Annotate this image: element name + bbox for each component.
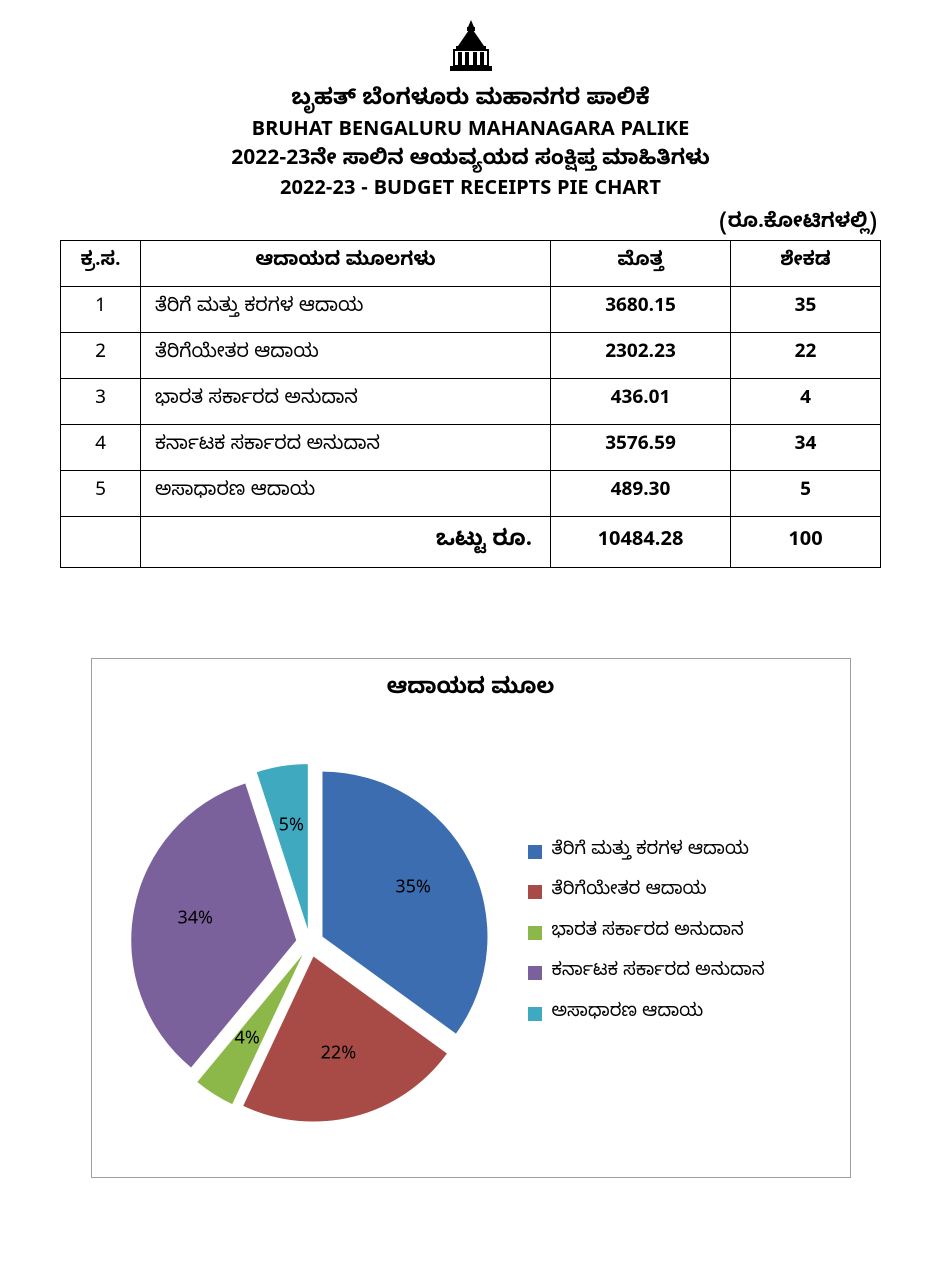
cell-source: ಕರ್ನಾಟಕ ಸರ್ಕಾರದ ಅನುದಾನ [141,425,551,471]
table-row: 4ಕರ್ನಾಟಕ ಸರ್ಕಾರದ ಅನುದಾನ3576.5934 [61,425,881,471]
cell-sn-empty [61,517,141,568]
cell-source: ತೆರಿಗೆ ಮತ್ತು ಕರಗಳ ಆದಾಯ [141,287,551,333]
legend-swatch [528,966,542,980]
unit-note: (ರೂ.ಕೋಟಿಗಳಲ್ಲಿ) [60,211,877,238]
table-total-row: ಒಟ್ಟು ರೂ.10484.28100 [61,517,881,568]
chart-card: ಆದಾಯದ ಮೂಲ 35% 22% 4% 34% 5% ತೆರಿಗೆ ಮತ್ತು ಕರಗ… [91,658,851,1178]
legend-item: ತೆರಿಗೆ ಮತ್ತು ಕರಗಳ ಆದಾಯ [528,841,832,864]
pie-slice-label: 34% [177,909,213,934]
title-kn: ಬೃಹತ್ ಬೆಂಗಳೂರು ಮಹಾನಗರ ಪಾಲಿಕೆ [60,87,881,117]
pie-slice-label: 5% [279,816,304,841]
table-row: 3ಭಾರತ ಸರ್ಕಾರದ ಅನುದಾನ436.014 [61,379,881,425]
col-source: ಆದಾಯದ ಮೂಲಗಳು [141,241,551,287]
pie-wrap: 35% 22% 4% 34% 5% [110,723,510,1143]
table-row: 5ಅಸಾಧಾರಣ ಆದಾಯ489.305 [61,471,881,517]
cell-amount: 436.01 [551,379,731,425]
pie-slice-label: 35% [395,878,431,903]
cell-source: ಭಾರತ ಸರ್ಕಾರದ ಅನುದಾನ [141,379,551,425]
cell-amount: 3680.15 [551,287,731,333]
subtitle-en: 2022-23 - BUDGET RECEIPTS PIE CHART [60,178,881,205]
chart-body: 35%22%4%34%5% ತೆರಿಗೆ ಮತ್ತು ಕರಗಳ ಆದಾಯತೆರಿ… [110,705,832,1161]
table-row: 1ತೆರಿಗೆ ಮತ್ತು ಕರಗಳ ಆದಾಯ3680.1535 [61,287,881,333]
title-en: BRUHAT BENGALURU MAHANAGARA PALIKE [60,119,881,146]
cell-sn: 5 [61,471,141,517]
cell-total-percent: 100 [731,517,881,568]
table-row: 2ತೆರಿಗೆಯೇತರ ಆದಾಯ2302.2322 [61,333,881,379]
legend-label: ತೆರಿಗೆ ಮತ್ತು ಕರಗಳ ಆದಾಯ [552,841,749,864]
legend-swatch [528,885,542,899]
cell-sn: 3 [61,379,141,425]
cell-total-amount: 10484.28 [551,517,731,568]
cell-source: ಅಸಾಧಾರಣ ಆದಾಯ [141,471,551,517]
pie-slice-label: 4% [235,1029,260,1054]
subtitle-kn: 2022-23ನೇ ಸಾಲಿನ ಆಯವ್ಯಯದ ಸಂಕ್ಷಿಪ್ತ ಮಾಹಿತಿ… [60,148,881,176]
cell-percent: 22 [731,333,881,379]
cell-percent: 5 [731,471,881,517]
legend-label: ಭಾರತ ಸರ್ಕಾರದ ಅನುದಾನ [552,922,744,945]
cell-sn: 1 [61,287,141,333]
cell-amount: 489.30 [551,471,731,517]
legend-swatch [528,845,542,859]
page-headings: ಬೃಹತ್ ಬೆಂಗಳೂರು ಮಹಾನಗರ ಪಾಲಿಕೆ BRUHAT BENG… [60,87,881,205]
legend-label: ತೆರಿಗೆಯೇತರ ಆದಾಯ [552,881,707,904]
chart-title: ಆದಾಯದ ಮೂಲ [110,675,832,705]
legend-item: ತೆರಿಗೆಯೇತರ ಆದಾಯ [528,881,832,904]
cell-amount: 3576.59 [551,425,731,471]
cell-amount: 2302.23 [551,333,731,379]
temple-logo-icon [446,20,496,74]
cell-sn: 2 [61,333,141,379]
cell-total-label: ಒಟ್ಟು ರೂ. [141,517,551,568]
logo-wrap [60,20,881,83]
legend-label: ಅಸಾಧಾರಣ ಆದಾಯ [552,1003,704,1026]
pie-chart [110,723,510,1143]
table-header-row: ಕ್ರ.ಸ. ಆದಾಯದ ಮೂಲಗಳು ಮೊತ್ತ ಶೇಕಡ [61,241,881,287]
receipts-table: ಕ್ರ.ಸ. ಆದಾಯದ ಮೂಲಗಳು ಮೊತ್ತ ಶೇಕಡ 1ತೆರಿಗೆ ಮ… [60,240,881,568]
cell-percent: 4 [731,379,881,425]
cell-source: ತೆರಿಗೆಯೇತರ ಆದಾಯ [141,333,551,379]
pie-slice-label: 22% [321,1043,357,1068]
cell-percent: 34 [731,425,881,471]
legend-item: ಭಾರತ ಸರ್ಕಾರದ ಅನುದಾನ [528,922,832,945]
legend-swatch [528,1007,542,1021]
legend-swatch [528,926,542,940]
cell-percent: 35 [731,287,881,333]
legend-item: ಅಸಾಧಾರಣ ಆದಾಯ [528,1003,832,1026]
cell-sn: 4 [61,425,141,471]
legend-label: ಕರ್ನಾಟಕ ಸರ್ಕಾರದ ಅನುದಾನ [552,962,765,985]
col-amount: ಮೊತ್ತ [551,241,731,287]
col-sn: ಕ್ರ.ಸ. [61,241,141,287]
col-percent: ಶೇಕಡ [731,241,881,287]
chart-legend: ತೆರಿಗೆ ಮತ್ತು ಕರಗಳ ಆದಾಯ ತೆರಿಗೆಯೇತರ ಆದಾಯ ಭಾರ… [510,823,832,1044]
legend-item: ಕರ್ನಾಟಕ ಸರ್ಕಾರದ ಅನುದಾನ [528,962,832,985]
